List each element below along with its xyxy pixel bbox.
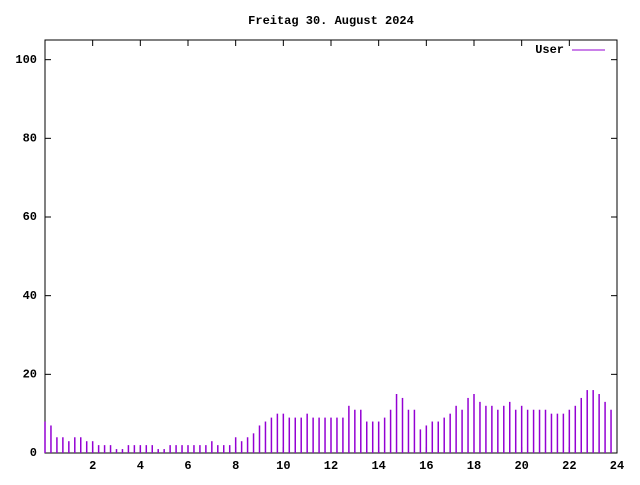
y-tick-label: 100 — [15, 53, 37, 67]
x-tick-label: 8 — [232, 459, 239, 473]
x-tick-label: 10 — [276, 459, 290, 473]
y-tick-label: 20 — [23, 368, 37, 382]
legend-label: User — [535, 43, 564, 57]
x-tick-label: 6 — [184, 459, 191, 473]
y-tick-label: 0 — [30, 446, 37, 460]
x-tick-label: 12 — [324, 459, 338, 473]
y-tick-label: 80 — [23, 132, 37, 146]
x-tick-label: 24 — [610, 459, 624, 473]
x-tick-label: 22 — [562, 459, 576, 473]
x-tick-label: 4 — [137, 459, 144, 473]
x-tick-label: 20 — [514, 459, 528, 473]
chart-title: Freitag 30. August 2024 — [248, 14, 414, 28]
x-tick-label: 2 — [89, 459, 96, 473]
x-tick-label: 16 — [419, 459, 433, 473]
y-tick-label: 40 — [23, 289, 37, 303]
y-tick-label: 60 — [23, 210, 37, 224]
x-tick-label: 18 — [467, 459, 481, 473]
x-tick-label: 14 — [371, 459, 385, 473]
